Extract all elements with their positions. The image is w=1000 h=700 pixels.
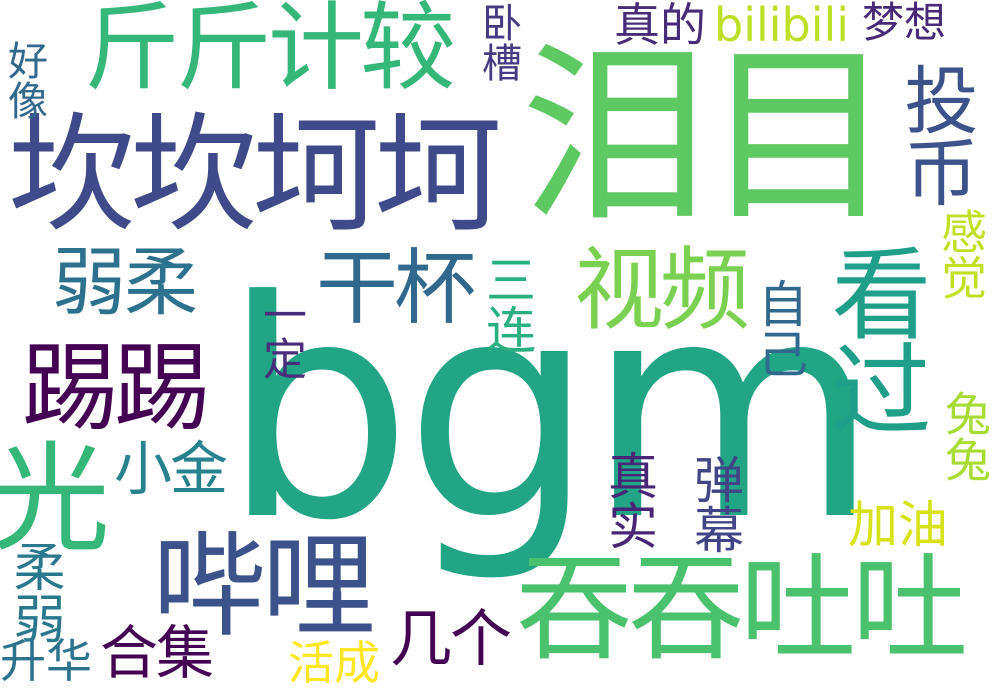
word-huocheng: 活成 — [288, 636, 380, 690]
word-wocao: 卧槽 — [475, 2, 521, 82]
word-ziji: 自己 — [750, 278, 808, 378]
word-bilibili: bilibili — [714, 0, 850, 52]
word-yiding: 一定 — [255, 292, 306, 380]
word-danmu: 弹幕 — [686, 454, 744, 554]
word-tutu: 兔兔 — [938, 390, 992, 482]
word-zhende: 真的 — [614, 0, 706, 52]
word-ruorou: 弱柔 — [52, 240, 198, 326]
word-tuntun: 吞吞吐吐 — [516, 542, 968, 677]
word-sanlian: 三连 — [478, 254, 536, 354]
word-bili: 哔哩 — [152, 520, 376, 653]
word-leimu: 泪目 — [520, 26, 894, 247]
word-zhenshi: 真实 — [600, 450, 658, 550]
word-jige: 几个 — [390, 602, 512, 675]
word-xiaojin: 小金 — [114, 435, 228, 503]
word-ganbei: 干杯 — [316, 241, 476, 336]
word-kankan: 坎坎坷坷 — [8, 101, 502, 250]
word-bgm: bgm — [222, 237, 879, 586]
word-haoxiang: 好像 — [1, 40, 47, 120]
word-mengxiang: 梦想 — [862, 0, 947, 47]
word-heji: 合集 — [100, 619, 214, 687]
word-shenghua: 升华 — [0, 634, 92, 688]
word-jiayou: 加油 — [848, 496, 948, 554]
word-ganjue: 感觉 — [934, 208, 988, 300]
word-shipin: 视频 — [574, 238, 750, 343]
word-jinjin: 斤斤计较 — [84, 0, 456, 104]
word-guang: 光 — [0, 430, 111, 568]
word-tita: 踢踢 — [22, 332, 210, 444]
word-roruo: 柔弱 — [4, 540, 64, 644]
word-toubi: 投币 — [892, 62, 978, 206]
word-kanguo: 看过 — [814, 242, 931, 434]
